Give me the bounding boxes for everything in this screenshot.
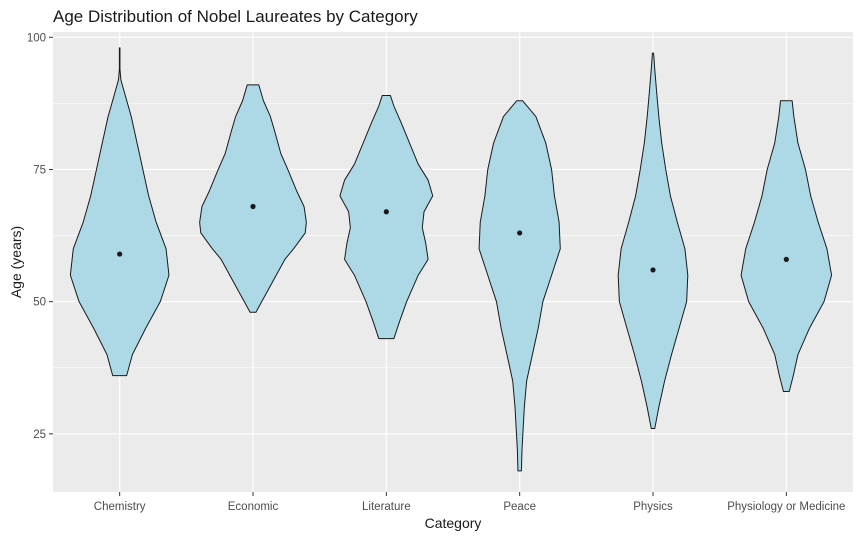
median-point xyxy=(383,209,389,215)
x-tick-label: Physics xyxy=(633,501,673,513)
violin-peace xyxy=(478,100,561,472)
violin-physics xyxy=(617,52,689,430)
violins xyxy=(69,47,833,472)
median-point xyxy=(650,267,656,273)
x-tick-label: Peace xyxy=(503,501,536,513)
median-point xyxy=(250,203,256,210)
y-axis-ticks: 25 50 75 100 xyxy=(27,32,53,441)
median-point xyxy=(517,230,523,236)
violin-economic xyxy=(199,84,307,313)
x-tick-label: Literature xyxy=(362,501,411,513)
median-points xyxy=(117,203,789,273)
violin-physiology-or-medicine xyxy=(740,100,833,393)
y-tick-label: 50 xyxy=(33,297,46,309)
x-tick-label: Economic xyxy=(228,501,279,513)
y-tick-label: 25 xyxy=(33,429,46,441)
median-point xyxy=(783,256,789,262)
violin-literature xyxy=(339,94,434,340)
y-axis-title: Age (years) xyxy=(8,226,24,298)
x-tick-label: Physiology or Medicine xyxy=(727,501,845,513)
median-point xyxy=(117,251,123,257)
y-tick-label: 100 xyxy=(27,32,46,44)
y-tick-label: 75 xyxy=(33,164,46,176)
x-axis-ticks: Chemistry Economic Literature Peace Physics P… xyxy=(94,492,845,513)
x-axis-title: Category xyxy=(425,515,482,531)
plot-panel xyxy=(53,32,853,492)
x-tick-label: Chemistry xyxy=(94,501,146,513)
violin-chemistry xyxy=(69,47,170,377)
chart-title: Age Distribution of Nobel Laureates by C… xyxy=(53,7,418,26)
